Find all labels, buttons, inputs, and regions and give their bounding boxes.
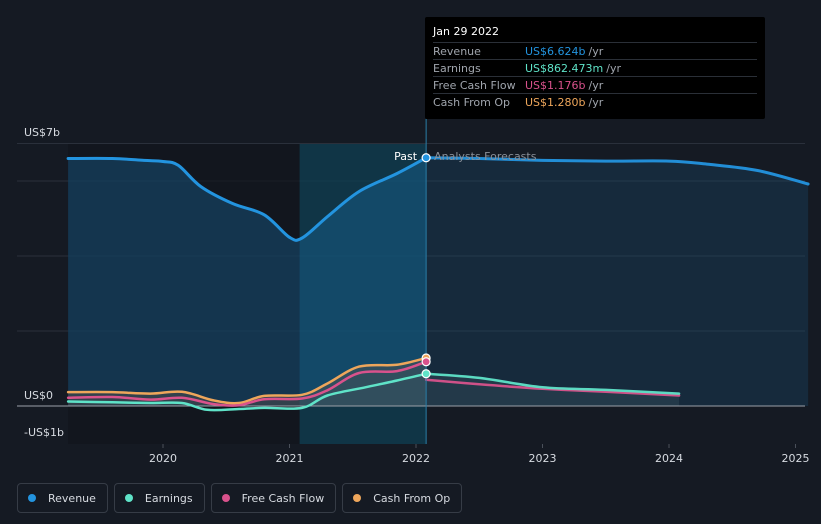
y-tick-label: US$7b — [24, 126, 60, 139]
revenue-past-area — [68, 157, 427, 406]
revenue-dot-icon — [28, 494, 36, 502]
tooltip-label: Earnings — [433, 62, 481, 75]
fcf-marker — [421, 357, 431, 367]
tooltip-label: Free Cash Flow — [433, 79, 516, 92]
tooltip-value: US$862.473m/yr — [525, 62, 621, 75]
x-tick-label: 2024 — [655, 452, 683, 465]
tooltip-label: Revenue — [433, 45, 481, 58]
legend-item-earnings[interactable]: Earnings — [113, 483, 205, 513]
x-tick-label: 2021 — [276, 452, 304, 465]
x-tick-label: 2022 — [402, 452, 430, 465]
free-cash-flow-dot-icon — [221, 494, 230, 502]
forecast-label: Analysts Forecasts — [434, 150, 537, 163]
x-tick-label: 2023 — [529, 452, 557, 465]
series-lines — [66, 156, 810, 412]
legend-item-free-cash-flow[interactable]: Free Cash Flow — [210, 483, 337, 513]
cash-from-op-dot-icon — [353, 494, 362, 502]
tooltip-unit: /yr — [588, 79, 604, 92]
data-tooltip: Jan 29 2022 Revenue US$6.624b/yr Earning… — [425, 17, 765, 119]
fcf-forecast-line — [424, 378, 681, 397]
tooltip-value: US$1.280b/yr — [525, 96, 604, 109]
x-tick-label: 2020 — [149, 452, 177, 465]
series-areas — [68, 157, 809, 406]
earnings-forecast-line — [424, 372, 681, 395]
revenue-forecast-area — [426, 157, 809, 406]
revenue-past-line — [66, 156, 428, 242]
series-markers — [421, 153, 431, 379]
tooltip-value: US$1.176b/yr — [525, 79, 604, 92]
legend-label: Revenue — [48, 491, 96, 505]
revenue-forecast-line — [424, 156, 810, 186]
chart-legend: Revenue Earnings Free Cash Flow Cash Fro… — [17, 483, 463, 513]
tooltip-unit: /yr — [588, 96, 604, 109]
legend-label: Free Cash Flow — [241, 491, 325, 505]
cfo-past-line — [66, 356, 428, 405]
tooltip-value: US$6.624b/yr — [525, 45, 604, 58]
past-label: Past — [394, 150, 418, 163]
tooltip-row-earnings: Earnings US$862.473m/yr — [433, 59, 757, 77]
y-axis-labels: US$7b US$0 -US$1b — [24, 126, 64, 439]
revenue-marker — [421, 153, 431, 163]
tooltip-row-fcf: Free Cash Flow US$1.176b/yr — [433, 76, 757, 94]
tooltip-label: Cash From Op — [433, 96, 511, 109]
grid-lines — [17, 143, 805, 444]
tooltip-row-revenue: Revenue US$6.624b/yr — [433, 42, 757, 60]
legend-item-cash-from-op[interactable]: Cash From Op — [342, 483, 463, 513]
earnings-marker — [421, 369, 431, 379]
earnings-dot-icon — [124, 494, 133, 502]
legend-label: Cash From Op — [373, 491, 451, 505]
legend-item-revenue[interactable]: Revenue — [17, 483, 108, 513]
tooltip-date: Jan 29 2022 — [433, 25, 499, 38]
tooltip-unit: /yr — [606, 62, 621, 75]
tooltip-row-cfo: Cash From Op US$1.280b/yr — [433, 93, 757, 111]
x-tick-label: 2025 — [782, 452, 810, 465]
earnings-past-line — [66, 372, 428, 412]
past-region — [68, 144, 300, 444]
legend-label: Earnings — [144, 491, 193, 505]
y-tick-label: -US$1b — [24, 426, 64, 439]
fcf-past-line — [66, 360, 428, 407]
x-axis-labels: 2020 2021 2022 2023 2024 2025 — [149, 444, 810, 465]
tooltip-unit: /yr — [588, 45, 604, 58]
y-tick-label: US$0 — [24, 389, 53, 402]
